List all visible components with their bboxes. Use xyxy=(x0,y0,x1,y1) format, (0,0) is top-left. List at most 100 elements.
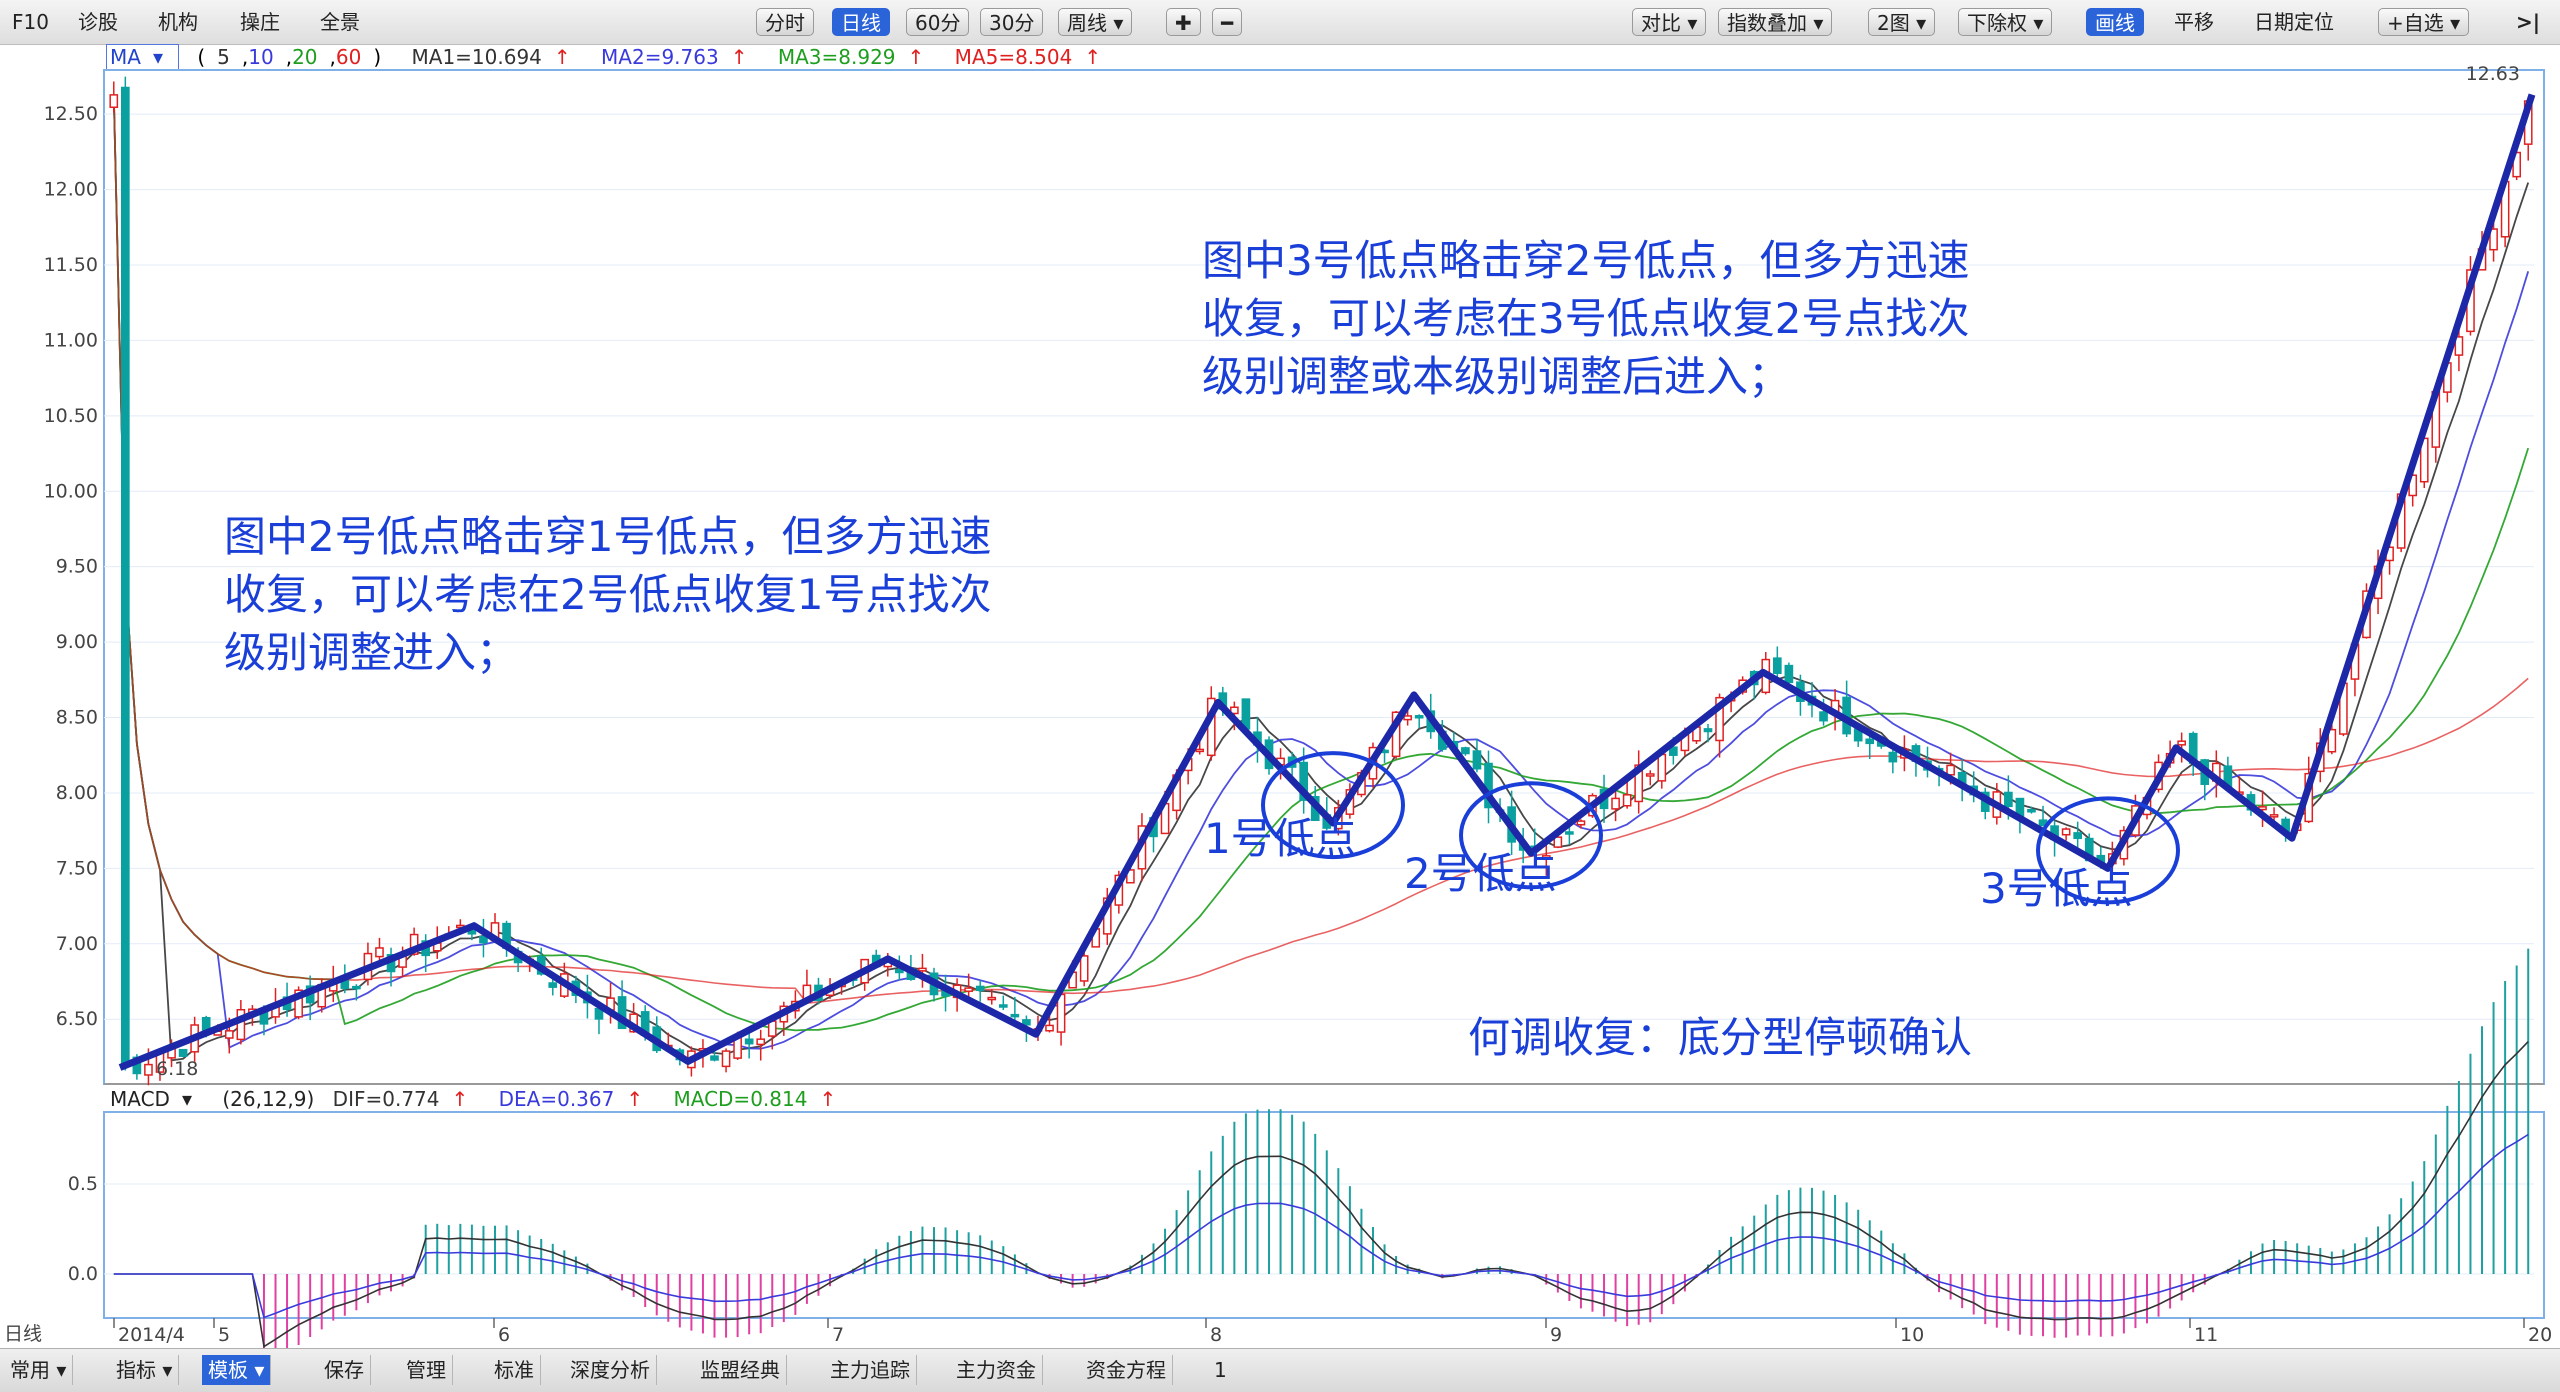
macd-panel-frame xyxy=(103,1111,2545,1319)
two-charts-label: 2图 xyxy=(1877,11,1910,35)
candle-body xyxy=(1576,820,1586,826)
ex-rights-button[interactable]: 下除权 ▾ xyxy=(1958,8,2053,36)
candle-body xyxy=(964,987,973,992)
tab-classic[interactable]: 监盟经典 xyxy=(694,1355,787,1385)
candle-body xyxy=(409,933,419,955)
tab-daily[interactable]: 日线 xyxy=(832,8,890,36)
institution-button[interactable]: 机构 xyxy=(158,10,198,34)
tab-30min[interactable]: 30分 xyxy=(980,8,1044,36)
candle-body xyxy=(1784,664,1794,684)
dif-value: DIF=0.774 ↑ xyxy=(333,1087,481,1111)
dealer-button[interactable]: 操庄 xyxy=(240,10,280,34)
arrow-up-icon: ↑ xyxy=(907,45,925,69)
f10-button[interactable]: F10 xyxy=(12,10,49,34)
tab-standard[interactable]: 标准 xyxy=(488,1355,541,1385)
candle-body xyxy=(1669,746,1678,756)
plus-icon: ✚ xyxy=(1175,11,1192,35)
price-tick-label: 10.00 xyxy=(44,480,98,502)
candle-body xyxy=(2269,814,2279,818)
zoom-in-button[interactable]: ✚ xyxy=(1166,8,1201,36)
price-tick-label: 7.50 xyxy=(56,857,98,879)
save-button[interactable]: 保存 xyxy=(318,1355,371,1385)
ma2-value: MA2=9.763 ↑ xyxy=(601,45,759,69)
macd-selector[interactable]: MACD ▾ xyxy=(110,1087,204,1111)
candle-body xyxy=(1126,869,1135,884)
candle-body xyxy=(1645,773,1655,777)
zoom-out-button[interactable]: ━ xyxy=(1212,8,1243,36)
panorama-button[interactable]: 全景 xyxy=(320,10,360,34)
tab-fund-equation[interactable]: 资金方程 xyxy=(1080,1355,1173,1385)
stock-diagnosis-button[interactable]: 诊股 xyxy=(78,10,118,34)
candle-body xyxy=(224,1030,234,1039)
tab-60min[interactable]: 60分 xyxy=(906,8,970,36)
tab-deep-analysis[interactable]: 深度分析 xyxy=(564,1355,657,1385)
tab-indicator[interactable]: 指标 ▾ xyxy=(110,1355,180,1385)
tab-intraday[interactable]: 分时 xyxy=(756,8,814,36)
annotation-left-line-2: 收复，可以考虑在2号低点收复1号点找次 xyxy=(224,570,992,619)
chevron-down-icon: ▾ xyxy=(162,1358,173,1382)
tab-main-force-track[interactable]: 主力追踪 xyxy=(824,1355,917,1385)
date-label: 8 xyxy=(1210,1324,1222,1346)
ma1-value: MA1=10.694 ↑ xyxy=(412,45,583,69)
price-axis: 12.50 12.00 11.50 11.00 10.50 10.00 9.50 9.00 8.… xyxy=(44,103,98,1030)
tab-weekly[interactable]: 周线 ▾ xyxy=(1058,8,1133,36)
candle-body xyxy=(998,1004,1008,1008)
date-label: 7 xyxy=(832,1324,844,1346)
candle-body xyxy=(1622,794,1632,807)
ma-params-open: ( xyxy=(197,45,206,69)
ma-selector[interactable]: MA ▾ xyxy=(106,44,179,70)
top-toolbar: F10 诊股 机构 操庄 全景 分时 日线 60分 30分 周线 ▾ ✚ ━ 对… xyxy=(0,0,2560,45)
candle-body xyxy=(1819,711,1828,722)
draw-line-button[interactable]: 画线 xyxy=(2086,8,2144,36)
candle-body xyxy=(1565,831,1574,835)
candle-body xyxy=(1611,797,1620,810)
candle-body xyxy=(1045,1024,1054,1032)
annotation-right-line-3: 级别调整或本级别调整后进入； xyxy=(1202,352,1791,401)
price-tick-label: 9.00 xyxy=(56,631,98,653)
candle-body xyxy=(918,967,927,972)
two-charts-button[interactable]: 2图 ▾ xyxy=(1868,8,1936,36)
pan-button[interactable]: 平移 xyxy=(2174,10,2214,34)
date-locate-button[interactable]: 日期定位 xyxy=(2254,10,2334,34)
ma-param-1: 5 xyxy=(217,45,230,69)
tab-weekly-label: 周线 xyxy=(1067,11,1107,35)
high-price-label: 12.63 xyxy=(2466,63,2520,85)
date-label: 11 xyxy=(2194,1324,2218,1346)
candle-body xyxy=(2454,336,2464,356)
watchlist-button[interactable]: +自选 ▾ xyxy=(2378,8,2470,36)
tab-common[interactable]: 常用 ▾ xyxy=(4,1355,74,1385)
candle-body xyxy=(1403,715,1412,721)
macd-params: (26,12,9) xyxy=(222,1087,315,1111)
low-point-circle xyxy=(2036,796,2180,905)
low-price-label: 6.18 xyxy=(156,1058,198,1080)
annotation-right-line-2: 收复，可以考虑在3号低点收复2号点找次 xyxy=(1202,294,1970,343)
dif-text: DIF=0.774 xyxy=(332,1087,440,1111)
candle-body xyxy=(178,1048,188,1057)
collapse-right-icon[interactable]: >| xyxy=(2516,10,2541,34)
tab-main-force-fund[interactable]: 主力资金 xyxy=(950,1355,1043,1385)
candle-body xyxy=(756,1038,766,1046)
candle-body xyxy=(710,1055,719,1061)
low-point-2-label: 2号低点 xyxy=(1404,849,1557,898)
macd-indicator-bar: MACD ▾ (26,12,9) DIF=0.774 ↑ DEA=0.367 ↑ MA… xyxy=(0,1086,2560,1112)
dea-value: DEA=0.367 ↑ xyxy=(499,1087,656,1111)
manage-button[interactable]: 管理 xyxy=(400,1355,453,1385)
price-tick-label: 6.50 xyxy=(56,1008,98,1030)
candle-body xyxy=(2489,228,2498,251)
index-overlay-button[interactable]: 指数叠加 ▾ xyxy=(1718,8,1833,36)
tab-template[interactable]: 模板 ▾ xyxy=(202,1355,272,1385)
candle-body xyxy=(120,86,130,1065)
candle-body xyxy=(617,996,627,1030)
candle-body xyxy=(109,94,119,109)
ma-indicator-bar: MA ▾ (5,10,20,60) MA1=10.694 ↑ MA2=9.763 ↑ … xyxy=(0,44,2560,70)
candle-body xyxy=(548,982,558,988)
minus-icon: ━ xyxy=(1221,11,1234,35)
chevron-down-icon: ▾ xyxy=(181,1087,192,1111)
ex-rights-label: 下除权 xyxy=(1967,11,2027,35)
candle-body xyxy=(201,1017,211,1031)
candle-body xyxy=(352,985,361,990)
ma3-text: MA3=8.929 xyxy=(777,45,896,69)
tab-page-1[interactable]: 1 xyxy=(1214,1358,1227,1382)
compare-button[interactable]: 对比 ▾ xyxy=(1632,8,1707,36)
